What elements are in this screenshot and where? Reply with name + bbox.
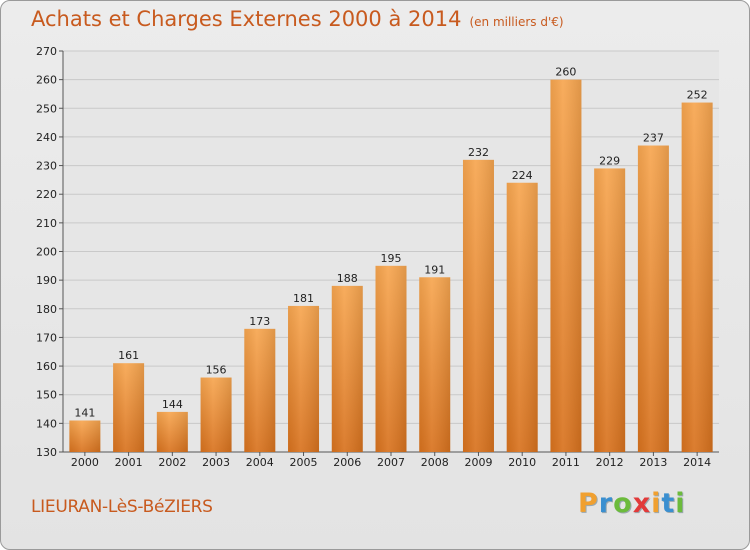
bar-shade-2008 <box>419 277 451 452</box>
label-layer: 141 161 144 156 173 181 188 195 191 232 224 260 229 2… <box>74 66 707 420</box>
x-tick-label-2014: 2014 <box>683 456 711 469</box>
logo-letter: o <box>613 488 633 519</box>
value-label-2006: 188 <box>337 272 358 285</box>
chart-title-text: Achats et Charges Externes 2000 à 2014 <box>31 7 462 31</box>
bar-shade-2011 <box>550 79 582 453</box>
bar-shade-2005 <box>288 305 320 452</box>
value-label-2000: 141 <box>74 406 95 419</box>
x-tick-label-2008: 2008 <box>421 456 449 469</box>
logo-letter: r <box>598 488 614 519</box>
value-label-2009: 232 <box>468 146 489 159</box>
logo-letter: t <box>661 488 676 519</box>
y-tick-label: 270 <box>36 45 57 58</box>
y-tick-label: 200 <box>36 246 57 259</box>
logo-letter: i <box>651 488 662 519</box>
chart-unit: (en milliers d'€) <box>469 15 564 29</box>
logo-letter: i <box>675 488 686 519</box>
value-label-2001: 161 <box>118 349 139 362</box>
bar-shade-2006 <box>331 285 363 452</box>
y-tick-label: 130 <box>36 446 57 459</box>
y-tick-label: 240 <box>36 131 57 144</box>
bar-shade-2014 <box>681 102 713 453</box>
x-tick-label-2002: 2002 <box>158 456 186 469</box>
value-label-2003: 156 <box>206 364 227 377</box>
x-tick-label-2006: 2006 <box>333 456 361 469</box>
value-label-2004: 173 <box>249 315 270 328</box>
y-tick-label: 250 <box>36 102 57 115</box>
value-label-2013: 237 <box>643 132 664 145</box>
commune-name: LIEURAN-LèS-BéZIERS <box>31 497 213 517</box>
y-tick-label: 190 <box>36 274 57 287</box>
bar-shade-2000 <box>69 420 101 452</box>
y-tick-label: 170 <box>36 331 57 344</box>
y-tick-label: 220 <box>36 188 57 201</box>
y-tick-label: 180 <box>36 303 57 316</box>
bar-shade-2012 <box>594 168 626 452</box>
y-tick-label: 160 <box>36 360 57 373</box>
logo-letter: x <box>632 488 652 519</box>
x-tick-label-2013: 2013 <box>639 456 667 469</box>
value-label-2005: 181 <box>293 292 314 305</box>
value-label-2012: 229 <box>599 154 620 167</box>
bar-shade-2013 <box>637 145 669 452</box>
bar-shade-2010 <box>506 182 538 452</box>
value-label-2007: 195 <box>381 252 402 265</box>
proxiti-logo[interactable]: Proxiti <box>578 488 686 519</box>
logo-letter: P <box>578 488 599 519</box>
bar-shade-2004 <box>244 328 276 452</box>
x-tick-label-2005: 2005 <box>290 456 318 469</box>
x-tick-label-2011: 2011 <box>552 456 580 469</box>
value-label-2011: 260 <box>555 66 576 79</box>
bar-shade-2003 <box>200 377 232 452</box>
value-label-2002: 144 <box>162 398 183 411</box>
value-label-2008: 191 <box>424 263 445 276</box>
bar-shade-2001 <box>113 363 145 452</box>
bar-layer <box>69 79 713 453</box>
y-tick-label: 230 <box>36 160 57 173</box>
bar-shade-2007 <box>375 265 407 452</box>
x-tick-label-2003: 2003 <box>202 456 230 469</box>
x-tick-label-2009: 2009 <box>464 456 492 469</box>
chart-title: Achats et Charges Externes 2000 à 2014 (e… <box>31 7 564 31</box>
y-tick-label: 260 <box>36 74 57 87</box>
x-tick-label-2010: 2010 <box>508 456 536 469</box>
y-tick-label: 140 <box>36 417 57 430</box>
x-tick-label-2007: 2007 <box>377 456 405 469</box>
y-tick-label: 150 <box>36 389 57 402</box>
x-tick-label-2001: 2001 <box>115 456 143 469</box>
bar-shade-2009 <box>462 159 494 453</box>
y-tick-label: 210 <box>36 217 57 230</box>
x-tick-label-2012: 2012 <box>596 456 624 469</box>
value-label-2014: 252 <box>687 89 708 102</box>
x-tick-label-2004: 2004 <box>246 456 274 469</box>
bar-shade-2002 <box>156 411 188 452</box>
x-tick-label-2000: 2000 <box>71 456 99 469</box>
value-label-2010: 224 <box>512 169 533 182</box>
